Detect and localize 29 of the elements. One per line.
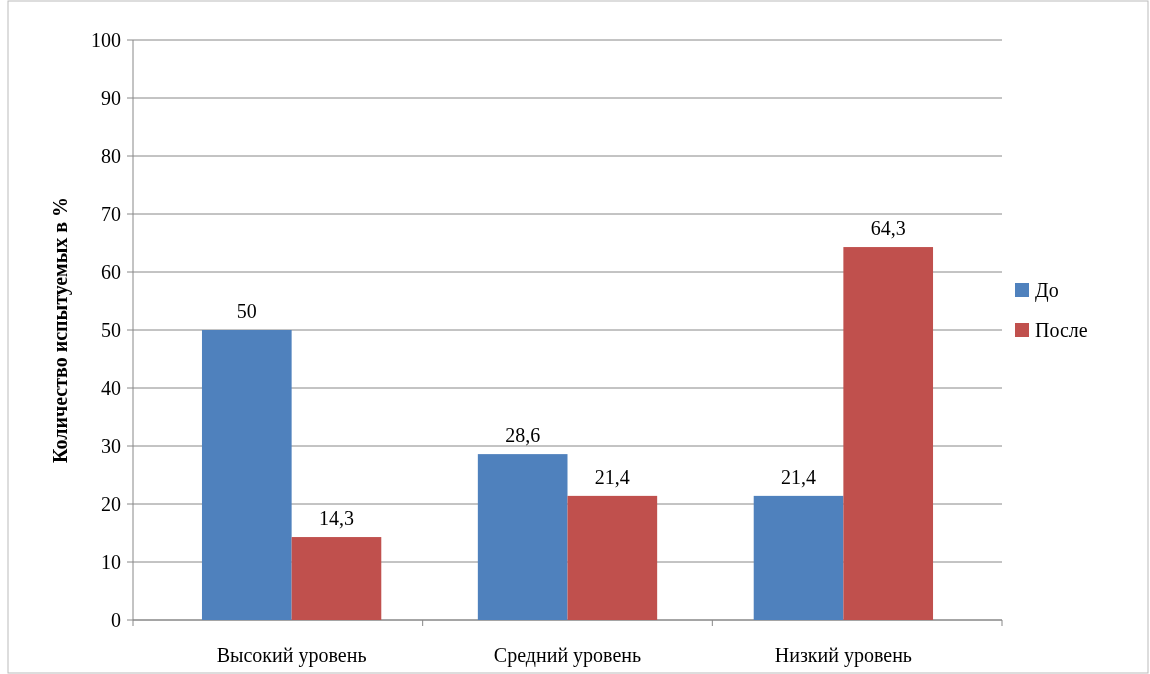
x-tick-label: Средний уровень [493, 644, 642, 667]
y-tick-label: 90 [101, 87, 121, 109]
y-tick-label: 70 [101, 203, 121, 225]
legend-label: После [1035, 319, 1088, 341]
bar [843, 247, 934, 620]
x-tick-label: Низкий уровень [774, 644, 912, 667]
bar [567, 495, 658, 620]
y-tick-label: 0 [111, 609, 121, 631]
y-axis-title: Количество испытуемых в % [49, 196, 72, 464]
y-tick-label: 100 [91, 29, 121, 51]
data-label: 50 [236, 300, 257, 322]
bar [753, 495, 844, 620]
x-tick-label: Высокий уровень [216, 644, 367, 667]
y-tick-label: 40 [101, 377, 121, 399]
y-tick-label: 20 [101, 493, 121, 515]
bar [291, 537, 382, 620]
y-tick-label: 10 [101, 551, 121, 573]
bar [201, 330, 292, 620]
data-label: 21,4 [594, 465, 630, 488]
data-label: 14,3 [318, 507, 354, 530]
bar [477, 454, 568, 620]
y-tick-label: 50 [101, 319, 121, 341]
y-tick-label: 30 [101, 435, 121, 457]
data-label: 64,3 [870, 217, 906, 240]
y-tick-label: 60 [101, 261, 121, 283]
data-label: 21,4 [781, 465, 817, 488]
y-tick-label: 80 [101, 145, 121, 167]
data-label: 28,6 [505, 424, 541, 447]
legend-label: До [1035, 279, 1059, 302]
